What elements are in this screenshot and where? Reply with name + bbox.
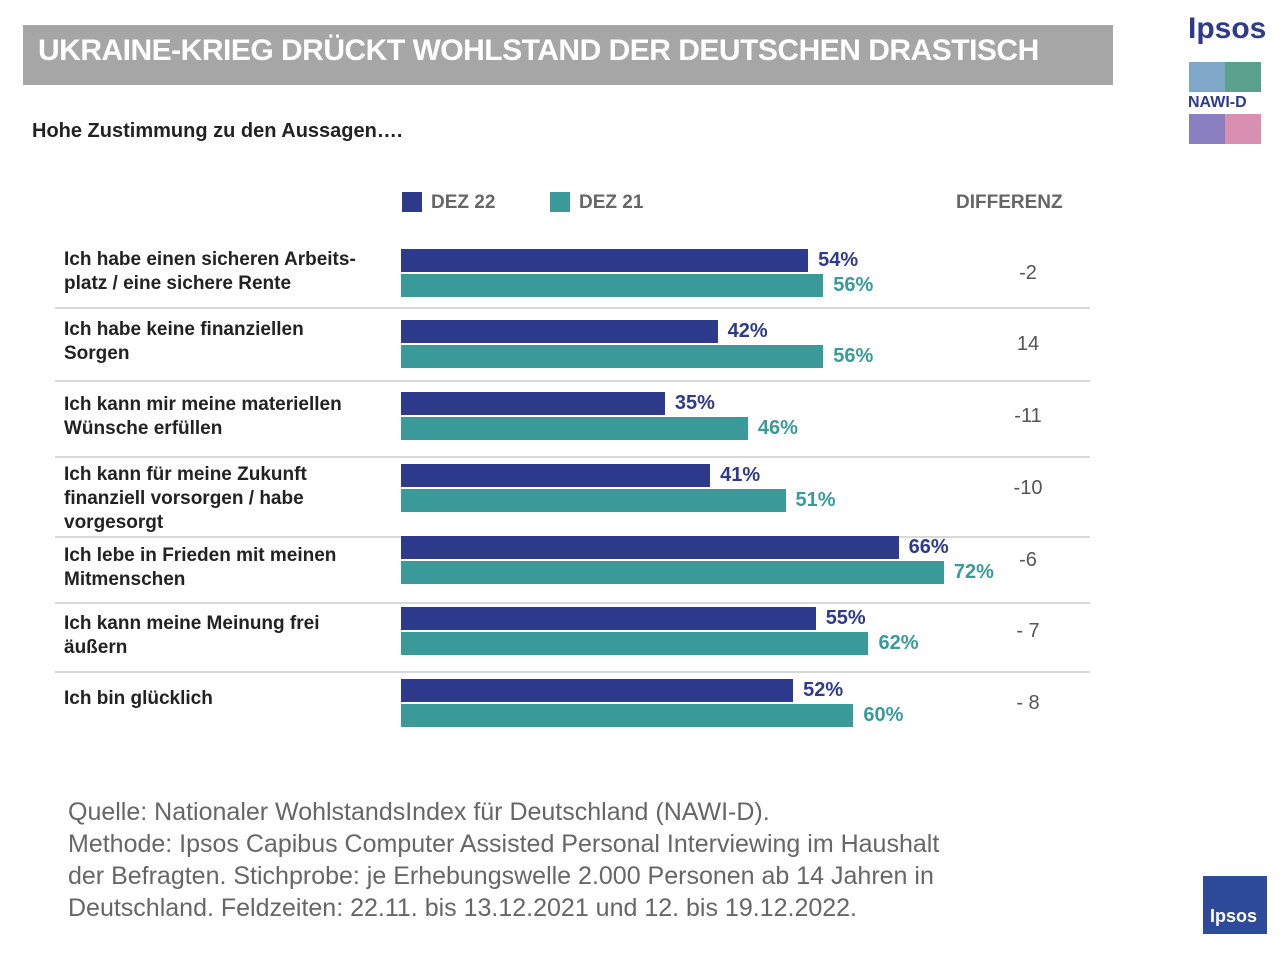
title-bar [23,25,1113,85]
value-label: 56% [833,345,874,367]
nawi-icon-bottom [1189,114,1261,144]
legend-label: DEZ 22 [431,192,496,213]
legend-swatch [550,192,570,212]
difference-value: -11 [1014,405,1042,427]
value-label: 66% [908,536,949,558]
subtitle: Hohe Zustimmung zu den Aussagen…. [32,120,403,142]
nawi-logo: NAWI-D [1188,94,1247,111]
bar [401,249,809,272]
value-label: 35% [674,392,715,414]
difference-value: -10 [1013,477,1043,499]
legend-swatch [402,192,422,212]
category-label: Ich kann mir meine materiellen Wünsche e… [64,394,342,439]
legend-label: DEZ 21 [579,192,644,213]
difference-value: 14 [1016,333,1040,355]
bar [401,632,869,655]
separator [55,456,1090,458]
ipsos-badge-text: Ipsos [1210,906,1258,926]
category-label: Ich kann für meine Zukunft finanziell vo… [64,464,307,533]
bar [401,274,824,297]
category-label: Ich bin glücklich [64,688,213,709]
bar [401,679,794,702]
bar [401,536,899,559]
chart-title: UKRAINE-KRIEG DRÜCKT WOHLSTAND DER DEUTS… [38,34,1039,67]
category-label: Ich habe einen sicheren Arbeits- platz /… [64,249,356,294]
bar [401,489,786,512]
category-label: Ich lebe in Frieden mit meinen Mitmensch… [64,545,337,590]
separator [55,307,1090,309]
value-label: 62% [878,632,919,654]
value-label: 54% [818,249,859,271]
nawi-icon-top [1189,62,1261,92]
value-label: 51% [795,489,836,511]
bar [401,607,816,630]
value-label: 41% [720,464,761,486]
separator [55,671,1090,673]
footer-line: der Befragten. Stichprobe: je Erhebungsw… [68,862,934,890]
value-label: 56% [833,274,874,296]
value-label: 72% [953,561,994,583]
difference-value: -2 [1019,262,1037,284]
bar [401,704,854,727]
bar [401,320,718,343]
value-label: 60% [863,704,904,726]
bar [401,392,665,415]
ipsos-badge [1203,876,1267,934]
separator [55,380,1090,382]
footer-line: Quelle: Nationaler WohlstandsIndex für D… [68,798,770,826]
bar [401,345,824,368]
bar [401,464,711,487]
value-label: 55% [825,607,866,629]
difference-value: - 8 [1016,692,1040,714]
ipsos-logo: Ipsos [1188,12,1267,45]
separator [55,602,1090,604]
footer-line: Deutschland. Feldzeiten: 22.11. bis 13.1… [68,894,858,922]
bar [401,417,748,440]
bar [401,561,944,584]
category-label: Ich kann meine Meinung frei äußern [64,613,320,658]
difference-value: -6 [1019,549,1037,571]
difference-header: DIFFERENZ [956,192,1063,213]
footer-line: Methode: Ipsos Capibus Computer Assisted… [68,830,940,858]
value-label: 52% [803,679,844,701]
category-label: Ich habe keine finanziellen Sorgen [64,319,304,364]
value-label: 46% [757,417,798,439]
value-label: 42% [727,320,768,342]
difference-value: - 7 [1016,620,1040,642]
